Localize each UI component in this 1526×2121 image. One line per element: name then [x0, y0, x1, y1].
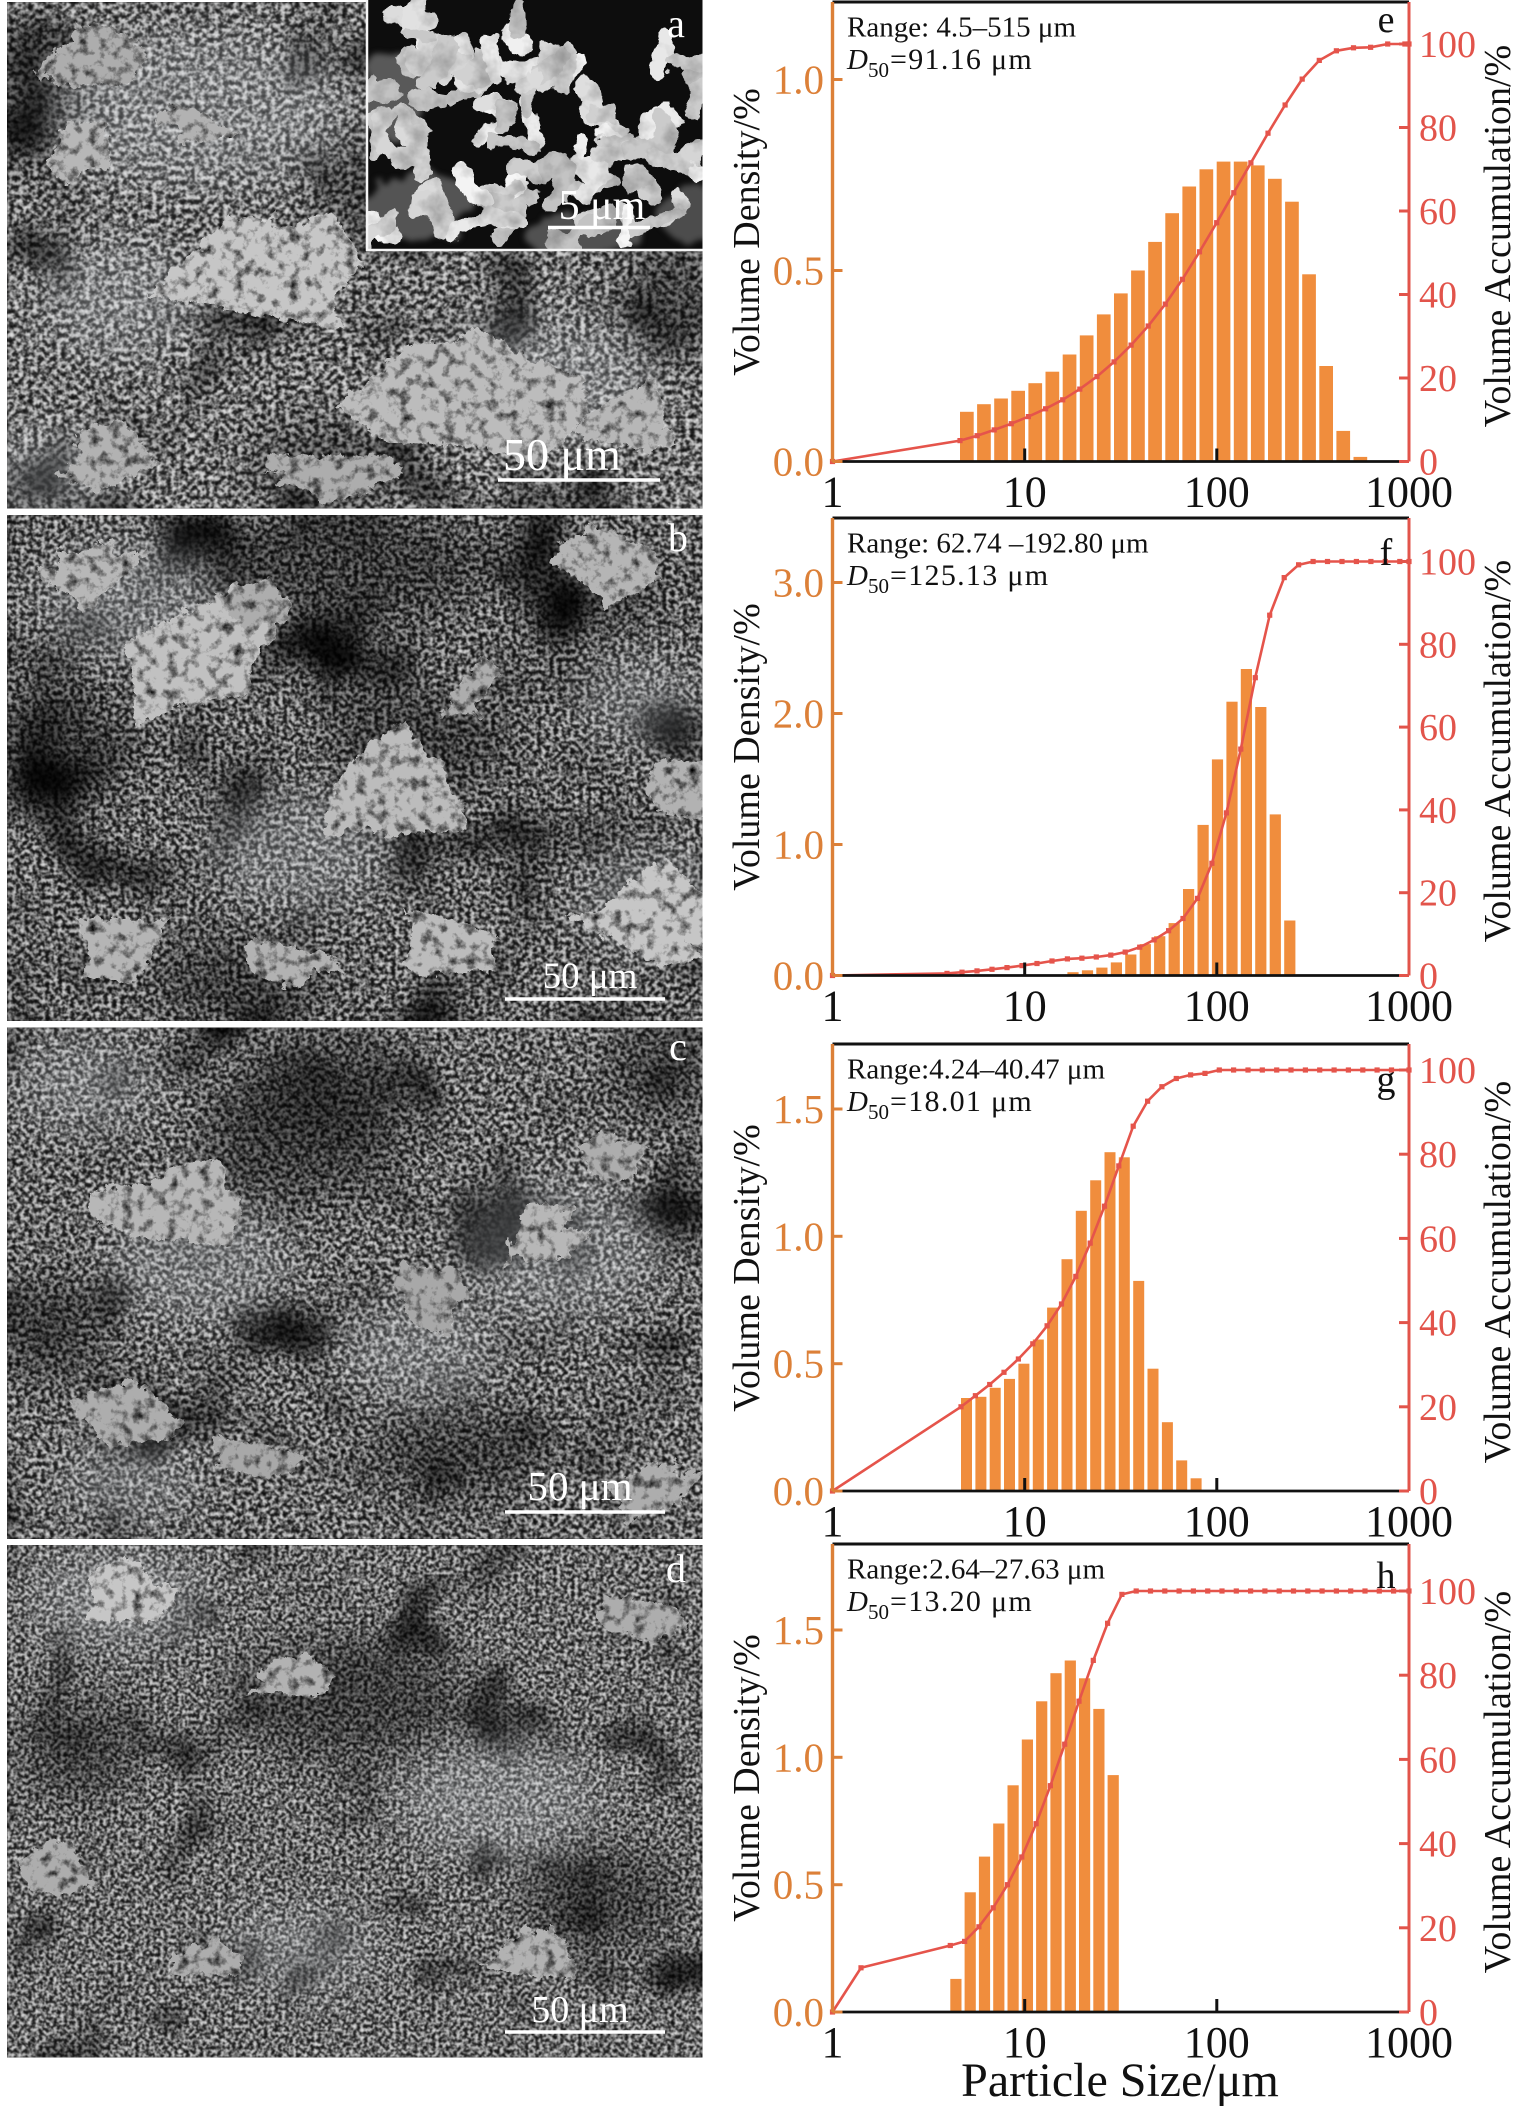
svg-text:1: 1 — [822, 982, 844, 1031]
svg-text:10: 10 — [1003, 468, 1047, 517]
svg-text:100: 100 — [1184, 2018, 1250, 2067]
svg-text:40: 40 — [1419, 275, 1457, 317]
svg-text:Volume Accumulation/%: Volume Accumulation/% — [1477, 45, 1519, 427]
svg-text:1.5: 1.5 — [773, 1607, 824, 1653]
svg-text:Volume Density/%: Volume Density/% — [726, 603, 768, 890]
svg-text:Range:4.24–40.47 μm: Range:4.24–40.47 μm — [847, 1054, 1105, 1086]
svg-text:50: 50 — [868, 1600, 889, 1624]
svg-text:100: 100 — [1184, 982, 1250, 1031]
svg-text:20: 20 — [1419, 1908, 1457, 1950]
svg-text:0.0: 0.0 — [773, 1468, 824, 1514]
svg-text:a: a — [667, 1, 685, 46]
svg-text:=91.16 μm: =91.16 μm — [890, 43, 1033, 76]
svg-text:3.0: 3.0 — [773, 560, 824, 606]
svg-text:40: 40 — [1419, 1303, 1457, 1345]
svg-text:1.0: 1.0 — [773, 1734, 824, 1780]
svg-text:100: 100 — [1419, 1571, 1476, 1613]
svg-text:e: e — [1378, 0, 1395, 41]
svg-text:Volume Density/%: Volume Density/% — [726, 88, 768, 375]
svg-text:20: 20 — [1419, 873, 1457, 915]
svg-text:0.5: 0.5 — [773, 1341, 824, 1387]
svg-text:D: D — [846, 1586, 868, 1618]
svg-text:2.0: 2.0 — [773, 691, 824, 737]
svg-text:50 μm: 50 μm — [527, 1463, 632, 1509]
svg-text:0: 0 — [1419, 442, 1438, 484]
svg-text:1.5: 1.5 — [773, 1086, 824, 1132]
svg-text:80: 80 — [1419, 1134, 1457, 1176]
svg-text:1000: 1000 — [1365, 982, 1453, 1031]
svg-text:0.0: 0.0 — [773, 953, 824, 999]
svg-text:1: 1 — [822, 1497, 844, 1546]
svg-text:80: 80 — [1419, 1655, 1457, 1697]
svg-text:20: 20 — [1419, 1387, 1457, 1429]
svg-text:D: D — [846, 44, 868, 76]
svg-text:Volume Accumulation/%: Volume Accumulation/% — [1477, 560, 1519, 942]
svg-text:10: 10 — [1003, 2018, 1047, 2067]
svg-text:20: 20 — [1419, 358, 1457, 400]
svg-text:d: d — [666, 1546, 686, 1591]
svg-text:0: 0 — [1419, 1471, 1438, 1513]
svg-text:0.0: 0.0 — [773, 439, 824, 485]
svg-text:h: h — [1377, 1555, 1396, 1597]
svg-text:Volume Accumulation/%: Volume Accumulation/% — [1477, 1081, 1519, 1463]
svg-text:1: 1 — [822, 468, 844, 517]
svg-text:100: 100 — [1419, 24, 1476, 66]
svg-text:40: 40 — [1419, 1824, 1457, 1866]
svg-text:g: g — [1377, 1059, 1396, 1101]
svg-text:f: f — [1380, 532, 1393, 574]
svg-text:100: 100 — [1419, 542, 1476, 584]
svg-text:40: 40 — [1419, 790, 1457, 832]
svg-text:D: D — [846, 1086, 868, 1118]
svg-text:Particle Size/μm: Particle Size/μm — [961, 2054, 1279, 2107]
svg-text:1000: 1000 — [1365, 2018, 1453, 2067]
svg-text:1.0: 1.0 — [773, 1213, 824, 1259]
svg-text:=18.01 μm: =18.01 μm — [890, 1085, 1033, 1118]
svg-text:b: b — [668, 515, 688, 560]
svg-text:Volume Density/%: Volume Density/% — [726, 1124, 768, 1411]
svg-text:Range: 4.5–515 μm: Range: 4.5–515 μm — [847, 12, 1076, 44]
svg-text:50: 50 — [868, 1100, 889, 1124]
svg-text:60: 60 — [1419, 191, 1457, 233]
svg-text:1.0: 1.0 — [773, 57, 824, 103]
svg-text:50: 50 — [868, 58, 889, 82]
svg-text:1000: 1000 — [1365, 1497, 1453, 1546]
svg-text:10: 10 — [1003, 982, 1047, 1031]
svg-text:0: 0 — [1419, 1992, 1438, 2034]
svg-text:=125.13 μm: =125.13 μm — [890, 559, 1049, 592]
svg-text:50 μm: 50 μm — [503, 429, 621, 480]
svg-text:0: 0 — [1419, 956, 1438, 998]
svg-text:c: c — [669, 1024, 687, 1069]
svg-text:0.5: 0.5 — [773, 248, 824, 294]
svg-text:50 μm: 50 μm — [543, 956, 638, 997]
svg-text:100: 100 — [1184, 1497, 1250, 1546]
svg-text:0.5: 0.5 — [773, 1862, 824, 1908]
svg-text:1000: 1000 — [1365, 468, 1453, 517]
svg-text:10: 10 — [1003, 1497, 1047, 1546]
svg-text:Range:2.64–27.63 μm: Range:2.64–27.63 μm — [847, 1554, 1105, 1586]
svg-text:80: 80 — [1419, 624, 1457, 666]
svg-text:5 μm: 5 μm — [559, 183, 646, 229]
svg-text:50: 50 — [868, 574, 889, 598]
svg-text:60: 60 — [1419, 1218, 1457, 1260]
svg-text:100: 100 — [1184, 468, 1250, 517]
svg-text:100: 100 — [1419, 1050, 1476, 1092]
svg-text:Volume Accumulation/%: Volume Accumulation/% — [1477, 1591, 1519, 1973]
svg-text:80: 80 — [1419, 108, 1457, 150]
svg-text:=13.20 μm: =13.20 μm — [890, 1585, 1033, 1618]
svg-text:60: 60 — [1419, 1739, 1457, 1781]
svg-text:50 μm: 50 μm — [531, 1989, 628, 2031]
svg-text:60: 60 — [1419, 707, 1457, 749]
svg-text:D: D — [846, 560, 868, 592]
svg-text:1: 1 — [822, 2018, 844, 2067]
svg-text:0.0: 0.0 — [773, 1989, 824, 2035]
svg-text:Range: 62.74 –192.80 μm: Range: 62.74 –192.80 μm — [847, 528, 1149, 560]
svg-text:Volume Density/%: Volume Density/% — [726, 1634, 768, 1921]
svg-text:1.0: 1.0 — [773, 822, 824, 868]
